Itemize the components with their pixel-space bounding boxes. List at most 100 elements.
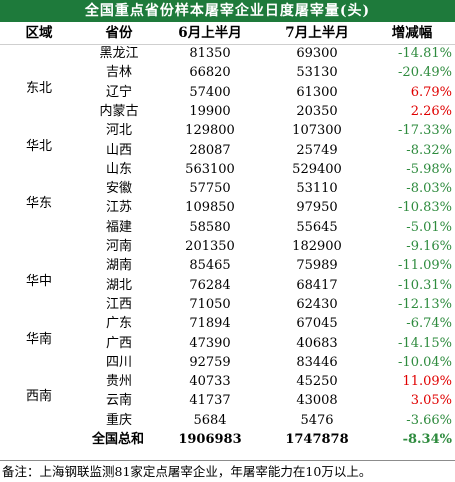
table-row: 广东 71894 67045 -6.74% xyxy=(0,314,455,333)
june-cell: 57750 xyxy=(189,181,231,197)
total-july: 1747878 xyxy=(285,432,349,447)
table-row: 江苏 109850 97950 -10.83% xyxy=(0,198,455,217)
change-cell: -10.04% xyxy=(398,354,452,370)
june-cell: 58580 xyxy=(189,219,231,235)
header-region: 区域 xyxy=(25,25,53,41)
july-cell: 83446 xyxy=(296,354,338,370)
province-cell: 山西 xyxy=(105,142,132,158)
province-cell: 云南 xyxy=(105,393,132,409)
province-cell: 重庆 xyxy=(105,412,132,428)
july-cell: 40683 xyxy=(296,335,338,351)
table-row: 贵州 40733 45250 11.09% xyxy=(0,372,455,391)
june-cell: 28087 xyxy=(189,142,231,158)
change-cell: -14.81% xyxy=(398,46,452,61)
june-cell: 47390 xyxy=(189,335,231,351)
july-cell: 529400 xyxy=(292,161,342,177)
july-cell: 53130 xyxy=(296,65,338,81)
june-cell: 40733 xyxy=(189,374,231,390)
change-cell: -20.49% xyxy=(398,65,452,81)
june-cell: 19900 xyxy=(189,103,231,119)
province-cell: 山东 xyxy=(105,161,132,177)
june-cell: 109850 xyxy=(185,200,235,216)
change-cell: 11.09% xyxy=(402,374,452,390)
table-row: 河南 201350 182900 -9.16% xyxy=(0,237,455,256)
change-cell: -9.16% xyxy=(406,239,452,254)
june-cell: 57400 xyxy=(189,84,231,100)
header-july: 7月上半月 xyxy=(285,25,349,41)
province-cell: 河南 xyxy=(105,239,132,254)
header-province: 省份 xyxy=(105,25,133,41)
change-cell: -12.13% xyxy=(398,296,452,312)
june-cell: 5684 xyxy=(193,412,227,428)
province-cell: 河北 xyxy=(105,123,132,139)
region-label: 西南 xyxy=(25,389,52,405)
province-cell: 江苏 xyxy=(105,200,132,216)
change-cell: -10.31% xyxy=(398,277,452,293)
june-cell: 92759 xyxy=(189,354,231,370)
header-june: 6月上半月 xyxy=(178,25,242,41)
province-cell: 广东 xyxy=(105,316,132,332)
change-cell: -5.98% xyxy=(406,161,452,177)
july-cell: 61300 xyxy=(296,84,338,100)
table-row: 安徽 57750 53110 -8.03% xyxy=(0,179,455,198)
july-cell: 69300 xyxy=(296,46,338,61)
total-label: 全国总和 xyxy=(91,432,144,447)
july-cell: 53110 xyxy=(296,181,338,197)
july-cell: 25749 xyxy=(296,142,338,158)
change-cell: -10.83% xyxy=(398,200,452,216)
june-cell: 71894 xyxy=(189,316,231,332)
province-cell: 安徽 xyxy=(105,181,132,197)
province-cell: 湖南 xyxy=(105,258,132,274)
june-cell: 71050 xyxy=(189,296,231,312)
province-cell: 江西 xyxy=(105,296,132,312)
july-cell: 182900 xyxy=(292,239,342,254)
july-cell: 45250 xyxy=(296,374,338,390)
change-cell: -5.01% xyxy=(406,219,452,235)
change-cell: -11.09% xyxy=(398,258,452,274)
july-cell: 55645 xyxy=(296,219,338,235)
july-cell: 62430 xyxy=(296,296,338,312)
table-row: 湖南 85465 75989 -11.09% xyxy=(0,256,455,275)
change-cell: 2.26% xyxy=(410,103,452,119)
june-cell: 81350 xyxy=(189,46,231,61)
change-cell: -3.66% xyxy=(406,412,452,428)
total-change: -8.34% xyxy=(402,432,452,447)
june-cell: 129800 xyxy=(185,123,235,139)
table-title: 全国重点省份样本屠宰企业日度屠宰量(头) xyxy=(0,0,455,22)
region-label: 华南 xyxy=(25,331,52,347)
july-cell: 97950 xyxy=(296,200,338,216)
june-cell: 85465 xyxy=(189,258,231,274)
table-row: 江西 71050 62430 -12.13% xyxy=(0,295,455,314)
table-row: 云南 41737 43008 3.05% xyxy=(0,391,455,410)
province-cell: 四川 xyxy=(105,354,132,370)
july-cell: 43008 xyxy=(296,393,338,409)
total-june: 1906983 xyxy=(178,432,242,447)
table-row: 福建 58580 55645 -5.01% xyxy=(0,218,455,237)
june-cell: 201350 xyxy=(185,239,235,254)
province-cell: 内蒙古 xyxy=(99,103,139,119)
table-row: 黑龙江 81350 69300 -14.81% xyxy=(0,44,455,63)
july-cell: 5476 xyxy=(300,412,334,428)
july-cell: 20350 xyxy=(296,103,338,119)
june-cell: 66820 xyxy=(189,65,231,81)
june-cell: 563100 xyxy=(185,161,235,177)
region-label: 东北 xyxy=(25,80,52,96)
table-row: 辽宁 57400 61300 6.79% xyxy=(0,83,455,102)
table-row: 重庆 5684 5476 -3.66% xyxy=(0,411,455,430)
table-row: 山东 563100 529400 -5.98% xyxy=(0,160,455,179)
change-cell: 6.79% xyxy=(410,84,452,100)
july-cell: 67045 xyxy=(296,316,338,332)
province-cell: 吉林 xyxy=(105,65,132,81)
province-cell: 黑龙江 xyxy=(99,46,139,61)
change-cell: -8.03% xyxy=(406,181,452,197)
june-cell: 76284 xyxy=(189,277,231,293)
change-cell: 3.05% xyxy=(410,393,452,409)
table-row: 吉林 66820 53130 -20.49% xyxy=(0,63,455,82)
june-cell: 41737 xyxy=(189,393,231,409)
province-cell: 贵州 xyxy=(105,374,132,390)
table-row: 湖北 76284 68417 -10.31% xyxy=(0,276,455,295)
table-header: 区域 省份 6月上半月 7月上半月 增减幅 xyxy=(0,22,455,45)
total-row: 全国总和 1906983 1747878 -8.34% xyxy=(0,430,455,449)
july-cell: 107300 xyxy=(292,123,342,139)
region-label: 华北 xyxy=(25,138,52,154)
